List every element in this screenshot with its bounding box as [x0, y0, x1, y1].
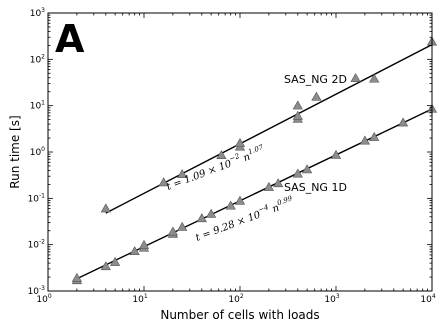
data-point-sas-ng-1d — [205, 208, 217, 218]
data-point-sas-ng-1d — [109, 256, 121, 266]
y-tick-label: 102 — [30, 53, 45, 65]
x-tick-label-exp: 2 — [240, 293, 244, 300]
fit-equation-1d-exp10: −4 — [257, 203, 269, 214]
y-tick-label-exp: 2 — [41, 53, 45, 60]
data-point-sas-ng-1d — [129, 246, 140, 256]
data-point-sas-ng-1d — [100, 261, 111, 271]
x-tick-label-base: 10 — [228, 295, 240, 305]
data-point-sas-ng-2d — [234, 137, 246, 147]
data-point-sas-ng-2d — [100, 203, 111, 213]
data-point-sas-ng-1d — [225, 200, 236, 210]
x-tick-label-exp: 0 — [48, 293, 52, 300]
series-label-sas-ng-2d: SAS_NG 2D — [284, 73, 347, 86]
data-point-sas-ng-1d — [330, 149, 342, 159]
y-tick-label: 10-2 — [28, 239, 46, 251]
y-tick-label: 103 — [30, 7, 45, 19]
x-tick-label: 103 — [324, 293, 339, 305]
y-tick-label-exp: 1 — [41, 100, 45, 107]
y-axis-label: Run time [s] — [8, 115, 22, 188]
y-tick-label: 10-3 — [28, 285, 46, 297]
y-tick-label: 100 — [30, 146, 45, 158]
x-tick-label-exp: 4 — [432, 293, 436, 300]
y-tick-label-base: 10 — [30, 55, 42, 65]
data-point-sas-ng-1d — [292, 168, 303, 178]
x-tick-label-exp: 3 — [336, 293, 340, 300]
data-point-sas-ng-2d — [311, 91, 322, 101]
y-tick-label-base: 10 — [28, 241, 40, 251]
fit-equation-1d-n: n — [268, 203, 281, 217]
x-tick-label-base: 10 — [36, 295, 48, 305]
data-point-sas-ng-1d — [196, 213, 207, 223]
x-tick-label-exp: 1 — [144, 293, 148, 300]
y-tick-label-exp: -1 — [39, 192, 45, 199]
y-tick-label-base: 10 — [28, 194, 40, 204]
x-tick-label: 104 — [420, 293, 435, 305]
data-point-sas-ng-1d — [167, 226, 179, 236]
data-point-sas-ng-2d — [292, 110, 303, 120]
data-point-sas-ng-1d — [234, 195, 246, 205]
x-tick-label-base: 10 — [324, 295, 336, 305]
y-tick-label-base: 10 — [30, 9, 42, 19]
data-point-sas-ng-1d — [359, 135, 371, 145]
x-tick-label: 100 — [36, 293, 51, 305]
fit-equation-2d-n: n — [239, 152, 252, 166]
data-points — [71, 36, 438, 285]
data-point-sas-ng-1d — [71, 272, 83, 282]
y-tick-label-base: 10 — [28, 287, 40, 297]
data-point-sas-ng-2d — [158, 177, 169, 187]
y-tick-label-exp: -3 — [39, 285, 45, 292]
panel-letter: A — [55, 17, 85, 61]
data-point-sas-ng-2d — [216, 150, 227, 160]
x-tick-label: 101 — [132, 293, 147, 305]
data-point-sas-ng-1d — [273, 178, 284, 188]
y-tick-label: 101 — [30, 100, 45, 112]
data-point-sas-ng-2d — [177, 169, 188, 179]
series-label-sas-ng-1d: SAS_NG 1D — [284, 181, 347, 194]
y-tick-label-exp: 0 — [41, 146, 45, 153]
axis-ticks — [47, 12, 433, 292]
data-point-sas-ng-1d — [397, 117, 409, 127]
data-point-sas-ng-1d — [301, 164, 313, 174]
x-tick-label-base: 10 — [132, 295, 144, 305]
data-point-sas-ng-1d — [369, 131, 380, 141]
data-point-sas-ng-1d — [138, 239, 150, 249]
data-point-sas-ng-1d — [177, 221, 188, 231]
data-point-sas-ng-1d — [263, 181, 275, 191]
y-tick-label-base: 10 — [30, 102, 42, 112]
x-tick-label-base: 10 — [420, 295, 432, 305]
data-point-sas-ng-2d — [350, 73, 361, 83]
data-point-sas-ng-2d — [292, 100, 303, 110]
y-tick-label-exp: -2 — [39, 239, 45, 246]
y-tick-label-exp: 3 — [41, 7, 45, 14]
y-tick-label-base: 10 — [30, 148, 42, 158]
data-point-sas-ng-2d — [369, 73, 380, 83]
x-tick-label: 102 — [228, 293, 243, 305]
fit-equation-2d-exp10: −2 — [228, 152, 241, 163]
y-tick-label: 10-1 — [28, 192, 46, 204]
x-axis-label: Number of cells with loads — [160, 308, 319, 322]
